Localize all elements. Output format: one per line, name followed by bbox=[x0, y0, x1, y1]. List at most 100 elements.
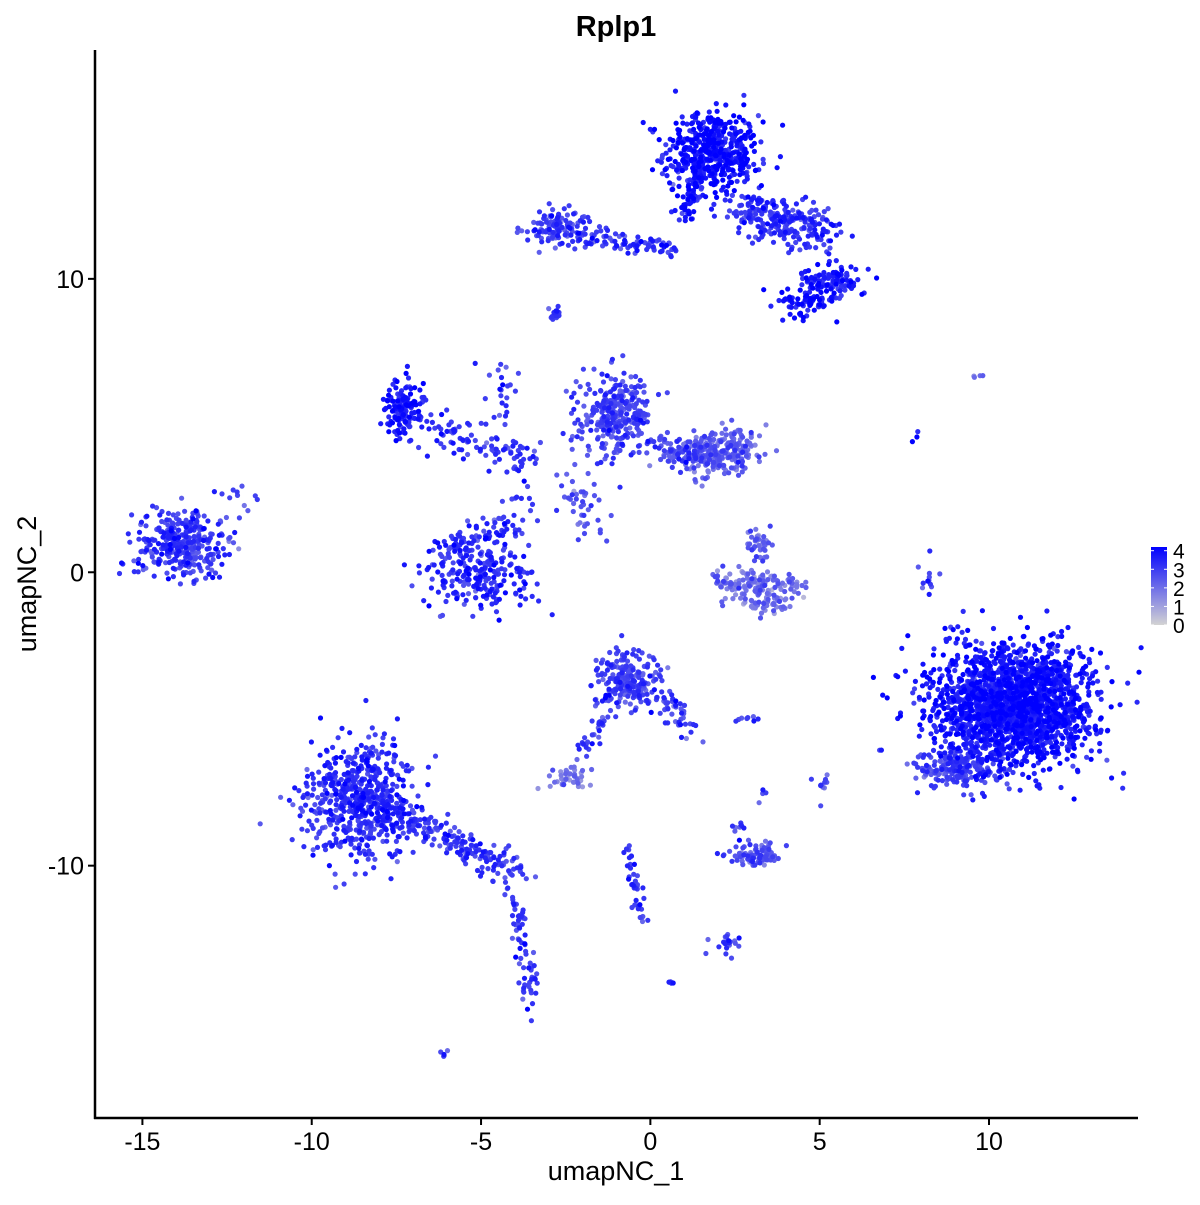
cell-point bbox=[516, 527, 522, 533]
cell-point bbox=[708, 206, 715, 212]
cell-point bbox=[723, 426, 729, 432]
cell-point bbox=[425, 782, 431, 788]
cell-point bbox=[477, 551, 483, 557]
cell-point bbox=[230, 540, 237, 546]
cell-point bbox=[517, 574, 523, 580]
cell-point bbox=[472, 360, 478, 366]
cell-point bbox=[703, 950, 709, 957]
cell-point bbox=[390, 811, 396, 817]
cell-point bbox=[607, 649, 613, 656]
cell-point bbox=[579, 436, 585, 442]
cell-point bbox=[615, 704, 621, 710]
cell-point bbox=[314, 817, 320, 823]
cell-point bbox=[445, 550, 451, 557]
cell-point bbox=[370, 835, 376, 841]
cell-point bbox=[372, 856, 378, 862]
cell-point bbox=[816, 221, 823, 227]
cell-point bbox=[787, 219, 793, 225]
cell-point bbox=[962, 759, 968, 766]
cell-point bbox=[920, 580, 926, 586]
cell-point bbox=[439, 572, 445, 579]
cell-point bbox=[821, 242, 827, 248]
cell-point bbox=[451, 427, 457, 433]
cell-point bbox=[749, 240, 756, 246]
cell-point bbox=[476, 534, 482, 540]
cell-point bbox=[454, 839, 460, 846]
cell-point bbox=[926, 574, 932, 580]
cell-point bbox=[746, 583, 753, 589]
cell-point bbox=[318, 800, 324, 806]
cell-point bbox=[605, 679, 612, 685]
cell-point bbox=[290, 802, 296, 808]
cell-point bbox=[165, 510, 172, 516]
cell-point bbox=[734, 857, 740, 863]
cell-point bbox=[718, 584, 724, 590]
cell-point bbox=[724, 214, 731, 220]
cell-point bbox=[963, 755, 969, 762]
cell-point bbox=[149, 554, 155, 560]
cell-point bbox=[439, 561, 445, 567]
cell-point bbox=[604, 538, 610, 544]
cell-point bbox=[563, 217, 569, 224]
cell-point bbox=[715, 578, 721, 584]
cell-point bbox=[409, 783, 415, 789]
cell-point bbox=[963, 737, 969, 743]
cell-point bbox=[732, 171, 738, 177]
cell-point bbox=[765, 596, 771, 602]
cell-point bbox=[513, 590, 519, 596]
cell-point bbox=[668, 163, 674, 169]
cell-point bbox=[569, 478, 576, 485]
cell-point bbox=[625, 693, 631, 699]
cell-point bbox=[570, 238, 576, 244]
cell-point bbox=[808, 776, 815, 782]
cell-point bbox=[596, 679, 602, 685]
cell-point bbox=[1010, 642, 1016, 648]
cell-point bbox=[938, 744, 944, 750]
cell-point bbox=[366, 796, 372, 802]
cell-point bbox=[444, 1048, 451, 1054]
cell-point bbox=[911, 686, 918, 692]
cell-point bbox=[688, 729, 694, 735]
cell-point bbox=[607, 707, 614, 714]
cell-point bbox=[822, 776, 829, 783]
cell-point bbox=[740, 577, 746, 583]
cell-point bbox=[588, 419, 594, 425]
cell-point bbox=[593, 657, 599, 664]
cell-point bbox=[726, 470, 732, 476]
cell-point bbox=[379, 741, 385, 748]
cell-point bbox=[990, 625, 997, 632]
cell-point bbox=[756, 454, 762, 460]
cell-point bbox=[633, 897, 639, 904]
cell-point bbox=[571, 500, 577, 507]
cell-point bbox=[499, 863, 505, 869]
cell-point bbox=[444, 850, 450, 856]
cell-point bbox=[165, 522, 171, 528]
cell-point bbox=[632, 384, 638, 391]
cell-point bbox=[286, 797, 292, 803]
cell-point bbox=[655, 158, 661, 164]
cell-point bbox=[815, 212, 822, 218]
cell-point bbox=[647, 463, 653, 469]
cell-point bbox=[943, 638, 950, 645]
cell-point bbox=[546, 306, 552, 312]
cell-point bbox=[622, 432, 628, 438]
cell-point bbox=[363, 821, 369, 827]
cell-point bbox=[341, 808, 347, 814]
cell-point bbox=[209, 531, 215, 537]
cell-point bbox=[756, 207, 762, 213]
cell-point bbox=[239, 483, 245, 489]
cell-point bbox=[241, 502, 247, 509]
cell-point bbox=[533, 990, 539, 996]
cell-point bbox=[512, 906, 518, 913]
cell-point bbox=[1058, 784, 1064, 791]
cell-point bbox=[592, 697, 598, 703]
cell-point bbox=[977, 673, 983, 679]
cell-point bbox=[589, 766, 595, 773]
cell-point bbox=[465, 591, 472, 597]
cell-point bbox=[450, 567, 456, 573]
cell-point bbox=[605, 714, 611, 720]
cell-point bbox=[664, 390, 670, 396]
cell-point bbox=[910, 690, 916, 696]
cell-point bbox=[453, 536, 459, 542]
cell-point bbox=[733, 718, 739, 724]
